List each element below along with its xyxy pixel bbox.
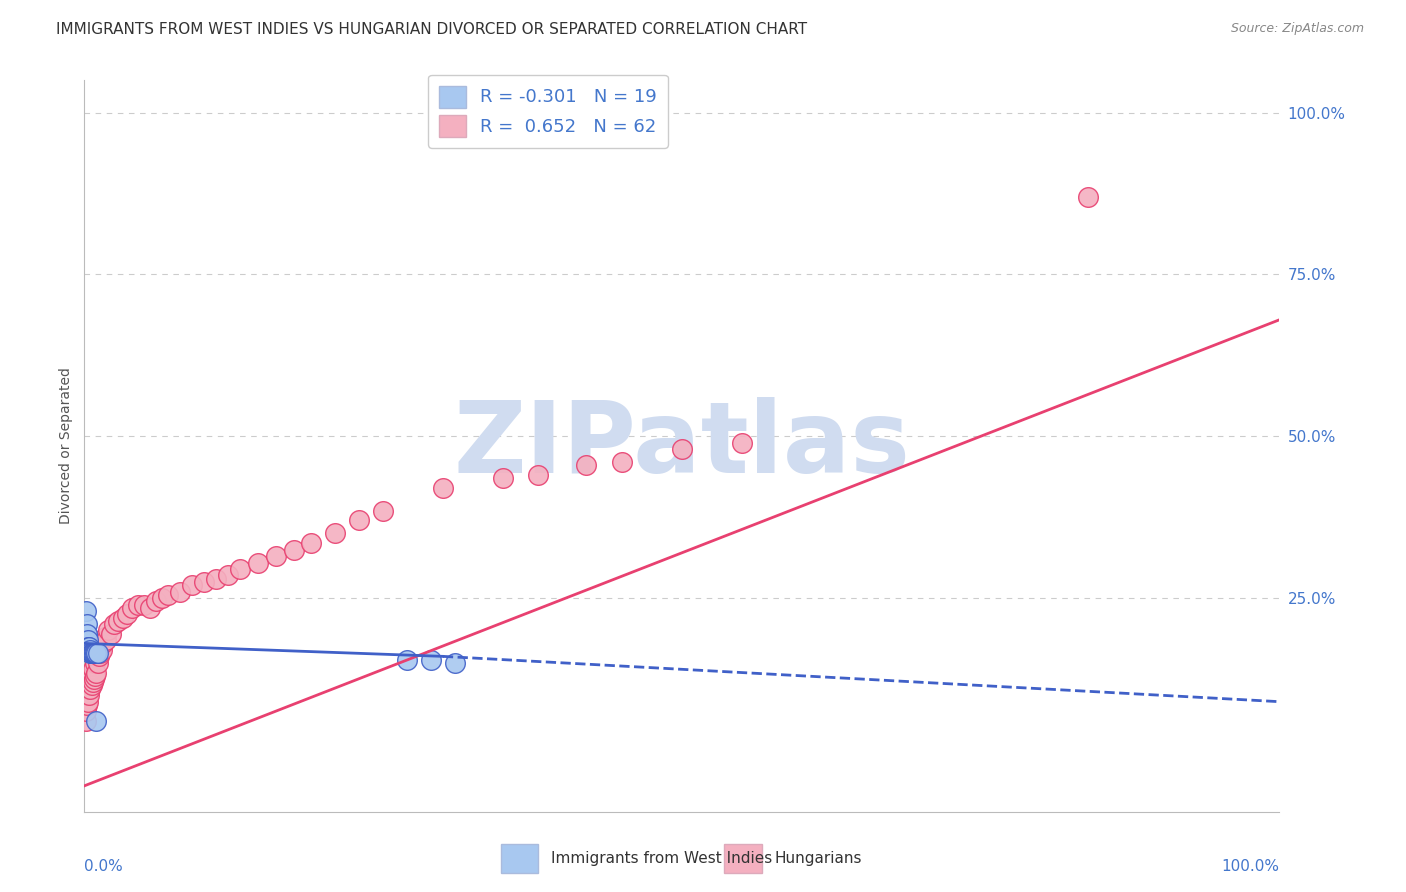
Point bbox=[94, 633, 117, 648]
Point bbox=[87, 649, 110, 664]
Point bbox=[283, 542, 305, 557]
Point bbox=[217, 568, 239, 582]
Point bbox=[492, 471, 515, 485]
Point bbox=[86, 646, 108, 660]
Point bbox=[731, 435, 754, 450]
Text: Source: ZipAtlas.com: Source: ZipAtlas.com bbox=[1230, 22, 1364, 36]
Text: 0.0%: 0.0% bbox=[84, 859, 124, 874]
Point bbox=[77, 688, 100, 702]
Point bbox=[612, 455, 634, 469]
Point bbox=[107, 614, 129, 628]
Point bbox=[79, 646, 101, 660]
Point bbox=[145, 594, 167, 608]
Point bbox=[169, 584, 191, 599]
Point bbox=[139, 600, 162, 615]
Point bbox=[86, 646, 108, 660]
Point bbox=[90, 640, 112, 654]
Point bbox=[117, 607, 139, 622]
Point bbox=[396, 652, 419, 666]
Point bbox=[76, 698, 98, 712]
Point bbox=[76, 626, 98, 640]
Point bbox=[86, 665, 108, 680]
Point bbox=[75, 705, 97, 719]
Point bbox=[77, 681, 100, 696]
Point bbox=[75, 604, 97, 618]
Point bbox=[82, 662, 104, 676]
Text: Immigrants from West Indies: Immigrants from West Indies bbox=[551, 851, 772, 866]
Point bbox=[181, 578, 204, 592]
FancyBboxPatch shape bbox=[501, 844, 538, 873]
Point bbox=[79, 643, 101, 657]
Point bbox=[77, 640, 100, 654]
Point bbox=[193, 574, 215, 589]
Point bbox=[89, 646, 111, 660]
Point bbox=[84, 656, 107, 670]
Point bbox=[325, 526, 347, 541]
Point bbox=[79, 681, 101, 696]
Text: Hungarians: Hungarians bbox=[775, 851, 862, 866]
Point bbox=[157, 588, 180, 602]
Point bbox=[83, 649, 105, 664]
Point bbox=[111, 610, 134, 624]
Text: 100.0%: 100.0% bbox=[1222, 859, 1279, 874]
Text: ZIPatlas: ZIPatlas bbox=[454, 398, 910, 494]
Point bbox=[373, 504, 395, 518]
Text: IMMIGRANTS FROM WEST INDIES VS HUNGARIAN DIVORCED OR SEPARATED CORRELATION CHART: IMMIGRANTS FROM WEST INDIES VS HUNGARIAN… bbox=[56, 22, 807, 37]
Point bbox=[575, 458, 598, 473]
Point bbox=[84, 669, 107, 683]
Point bbox=[432, 481, 454, 495]
Point bbox=[82, 646, 104, 660]
Point bbox=[444, 656, 467, 670]
Point bbox=[80, 678, 103, 692]
Point bbox=[83, 646, 105, 660]
Point bbox=[349, 513, 371, 527]
Point bbox=[83, 672, 105, 686]
Point bbox=[103, 617, 125, 632]
Legend: R = -0.301   N = 19, R =  0.652   N = 62: R = -0.301 N = 19, R = 0.652 N = 62 bbox=[427, 75, 668, 147]
Point bbox=[75, 714, 97, 728]
Point bbox=[77, 633, 100, 648]
Point bbox=[205, 572, 228, 586]
Point bbox=[301, 536, 323, 550]
Point bbox=[86, 646, 108, 660]
Point bbox=[76, 688, 98, 702]
Point bbox=[229, 562, 252, 576]
Point bbox=[77, 695, 100, 709]
Point bbox=[132, 598, 156, 612]
Point bbox=[86, 714, 108, 728]
Point bbox=[527, 468, 550, 483]
Point bbox=[91, 643, 114, 657]
Point bbox=[80, 646, 103, 660]
Point bbox=[80, 646, 103, 660]
Point bbox=[80, 669, 103, 683]
Point bbox=[93, 630, 115, 644]
Point bbox=[150, 591, 173, 606]
Point bbox=[82, 675, 104, 690]
Point bbox=[264, 549, 287, 563]
Point bbox=[79, 672, 101, 686]
Point bbox=[420, 652, 443, 666]
Point bbox=[127, 598, 149, 612]
Point bbox=[97, 624, 120, 638]
Point bbox=[100, 626, 122, 640]
Point bbox=[93, 636, 115, 650]
Point bbox=[121, 600, 143, 615]
FancyBboxPatch shape bbox=[724, 844, 762, 873]
Point bbox=[84, 646, 107, 660]
Point bbox=[246, 556, 269, 570]
Point bbox=[86, 656, 108, 670]
Point bbox=[87, 636, 110, 650]
Point bbox=[671, 442, 693, 457]
Point bbox=[1077, 190, 1099, 204]
Y-axis label: Divorced or Separated: Divorced or Separated bbox=[59, 368, 73, 524]
Point bbox=[77, 640, 100, 654]
Point bbox=[76, 617, 98, 632]
